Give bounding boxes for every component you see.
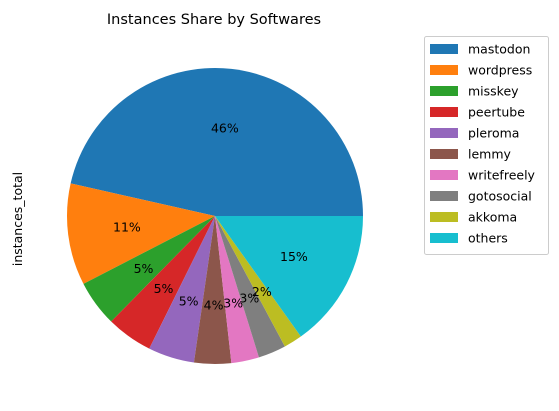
legend-label-wordpress: wordpress [468,63,532,78]
pie-slice-wordpress [67,183,215,284]
pie-label-lemmy: 4% [204,297,224,312]
pie-label-akkoma: 2% [252,284,272,299]
legend-swatch-lemmy [430,149,458,159]
legend-swatch-gotosocial [430,191,458,201]
pie-slice-gotosocial [215,216,285,358]
pie-slice-writefreely [215,216,259,364]
pie-slice-peertube [111,216,215,349]
pie-slice-misskey [83,216,215,322]
legend-swatch-akkoma [430,212,458,222]
legend-swatch-others [430,233,458,243]
legend-swatch-misskey [430,86,458,96]
pie-label-writefreely: 3% [223,295,243,310]
pie-label-gotosocial: 3% [239,290,259,305]
pie-label-pleroma: 5% [179,293,199,308]
legend-label-writefreely: writefreely [468,168,536,183]
pie-slice-others [215,216,363,337]
legend-swatch-mastodon [430,44,458,54]
pie-percentage-labels: 46%11%5%5%5% 4% 3%3%2%15% [113,120,308,312]
legend-label-mastodon: mastodon [468,42,530,57]
pie-slice-mastodon [70,68,363,216]
pie-label-others: 15% [280,249,308,264]
legend: mastodon wordpress misskey peertube pleroma l… [424,36,549,255]
pie-label-misskey: 5% [134,261,154,276]
legend-swatch-peertube [430,107,458,117]
y-axis-label: instances_total [10,172,25,266]
legend-label-peertube: peertube [468,105,525,120]
pie-label-mastodon: 46% [211,120,239,135]
pie-label-wordpress: 11% [113,220,141,235]
pie-label-peertube: 5% [154,281,174,296]
legend-label-pleroma: pleroma [468,126,519,141]
pie-slices [67,68,363,364]
legend-label-others: others [468,231,508,246]
legend-label-misskey: misskey [468,84,519,99]
legend-swatch-writefreely [430,170,458,180]
pie-slice-akkoma [215,216,301,347]
legend-swatch-wordpress [430,65,458,75]
chart-title: Instances Share by Softwares [107,12,321,28]
legend-label-gotosocial: gotosocial [468,189,532,204]
legend-label-akkoma: akkoma [468,210,517,225]
pie-slice-lemmy [193,216,232,364]
pie-slice-pleroma [149,216,215,363]
legend-label-lemmy: lemmy [468,147,512,162]
legend-swatch-pleroma [430,128,458,138]
